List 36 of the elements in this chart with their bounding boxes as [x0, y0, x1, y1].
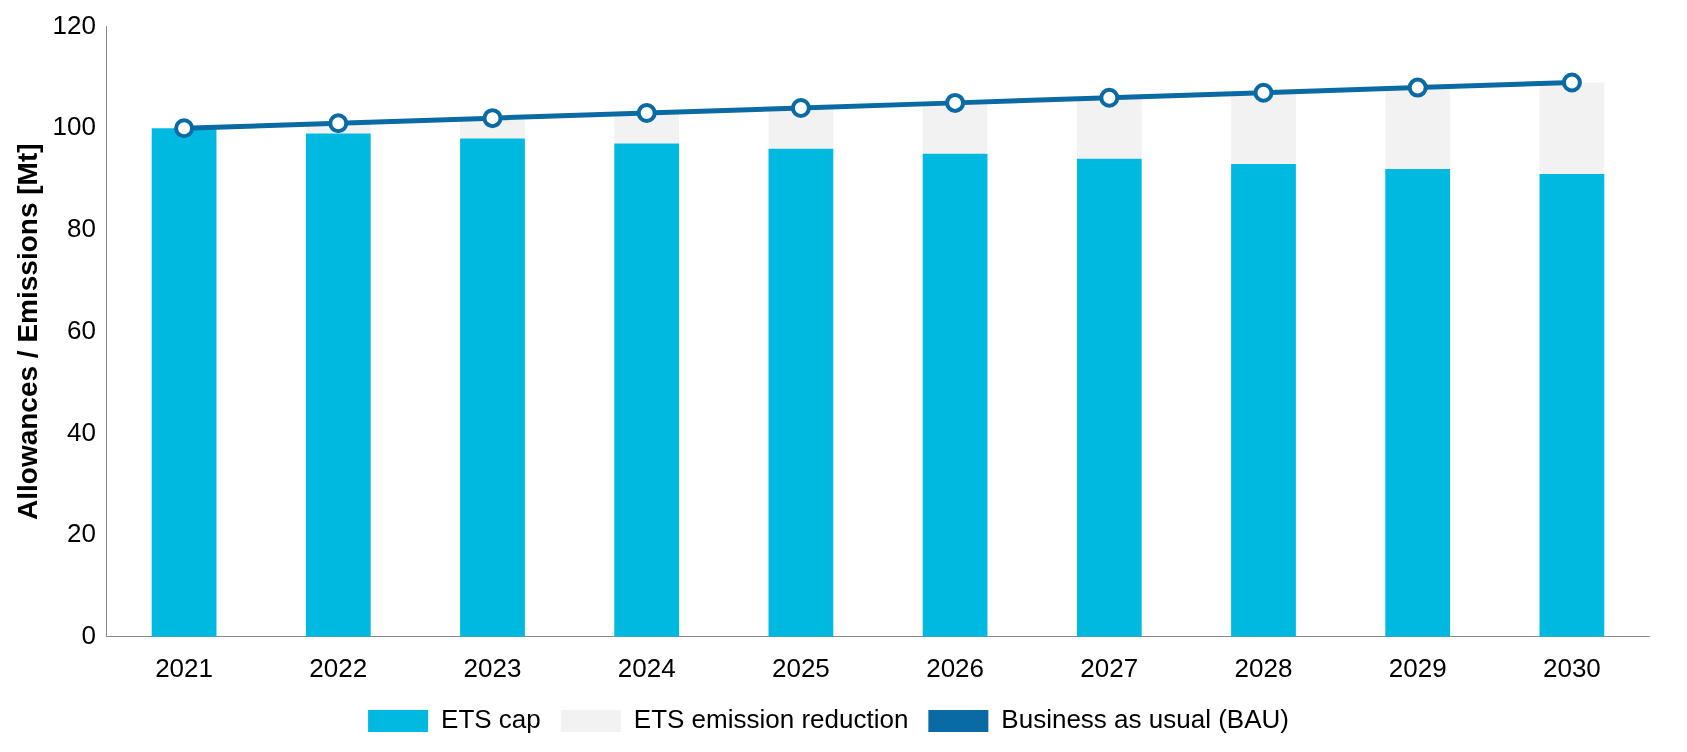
x-tick-label: 2024 — [617, 652, 676, 683]
x-tick-label: 2028 — [1234, 652, 1293, 683]
bar — [1539, 174, 1605, 637]
x-tick-label: 2030 — [1542, 652, 1601, 683]
x-tick-label: 2023 — [463, 652, 522, 683]
bar — [305, 133, 371, 637]
bar — [1231, 163, 1296, 637]
bar — [1539, 82, 1605, 175]
x-tick-label: 2027 — [1080, 652, 1139, 683]
y-tick-label: 120 — [52, 9, 96, 40]
y-tick-label: 80 — [67, 213, 96, 244]
y-tick-label: 0 — [81, 619, 96, 650]
bar — [151, 128, 217, 637]
x-tick-label: 2021 — [155, 652, 213, 683]
y-tick-label: 60 — [67, 314, 96, 345]
bar — [1385, 168, 1451, 637]
bar — [614, 143, 680, 637]
bar — [1076, 97, 1142, 159]
x-tick-label: 2026 — [926, 652, 985, 683]
bar — [1385, 87, 1451, 169]
y-axis-title: Allowances / Emissions [Mt] — [11, 143, 43, 520]
x-tick-label: 2029 — [1388, 652, 1447, 683]
legend-label: ETS emission reduction — [633, 704, 909, 735]
bar — [1231, 92, 1296, 164]
bar — [922, 153, 988, 637]
bar — [768, 148, 834, 637]
bar — [1076, 158, 1142, 637]
x-tick-label: 2025 — [771, 652, 830, 683]
y-tick-label: 40 — [67, 416, 96, 447]
y-tick-label: 20 — [67, 518, 96, 549]
bar — [460, 138, 525, 637]
x-tick-label: 2022 — [309, 652, 368, 683]
legend-label: Business as usual (BAU) — [1001, 704, 1289, 735]
legend-label: ETS cap — [441, 704, 541, 735]
y-tick-label: 100 — [52, 111, 96, 142]
bar — [922, 102, 988, 154]
